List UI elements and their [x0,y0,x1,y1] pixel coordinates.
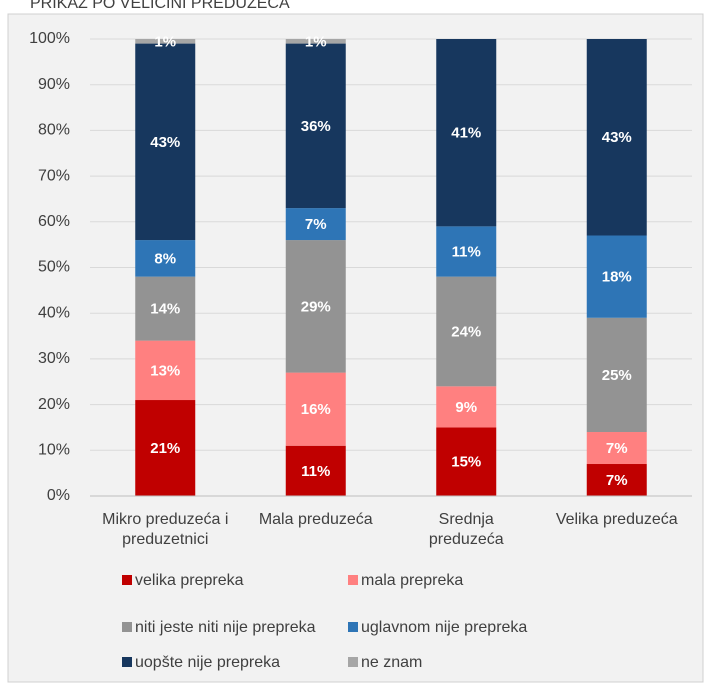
bar-segment [135,43,196,241]
data-label: 7% [305,216,327,233]
data-label: 29% [301,298,331,315]
data-label: 8% [154,250,176,267]
x-tick-label: Mikro preduzeća i preduzetnici [102,511,229,548]
legend-swatch [122,622,132,632]
bar-segment [285,445,346,496]
bar-segment [586,317,647,433]
data-label: 25% [602,367,632,384]
y-tick-label: 60% [38,213,70,230]
bar-segment [586,464,647,496]
data-label: 7% [606,440,628,457]
data-label: 41% [451,125,481,142]
legend-label: velika prepreka [135,572,244,589]
bar-segment [436,226,497,277]
data-label: 1% [305,33,327,50]
bar-segment [285,208,346,241]
legend-swatch [348,657,358,667]
y-tick-label: 20% [38,396,70,413]
legend-swatch [122,657,132,667]
chart-title: PRIKAZ PO VELIČINI PREDUZEĆA [30,0,290,12]
y-tick-label: 70% [38,167,70,184]
y-tick-label: 30% [38,350,70,367]
bar-segment [586,39,647,236]
data-label: 43% [150,134,180,151]
bar-segment [586,432,647,465]
bar-segment [586,235,647,318]
bar-segment [135,240,196,277]
data-label: 11% [452,243,481,260]
legend-label: niti jeste niti nije prepreka [135,619,316,636]
y-tick-label: 40% [38,304,70,321]
y-tick-label: 50% [38,259,70,276]
bar-segment [285,39,346,44]
legend-swatch [348,622,358,632]
y-tick-label: 90% [38,76,70,93]
y-tick-label: 0% [47,487,70,504]
legend-swatch [348,575,358,585]
y-tick-label: 10% [38,442,70,459]
bar-segment [135,276,196,341]
bar-segment [135,400,196,496]
bar-segment [436,39,497,227]
legend-label: mala prepreka [361,572,463,589]
bar-segment [436,276,497,387]
data-label: 9% [455,399,477,416]
legend-swatch [122,575,132,585]
x-tick-label: Mala preduzeća [258,511,373,528]
y-tick-label: 100% [29,30,70,47]
data-label: 36% [301,118,331,135]
data-label: 16% [301,401,331,418]
y-tick-label: 80% [38,122,70,139]
data-label: 1% [154,33,176,50]
data-label: 15% [451,454,481,471]
data-label: 43% [602,129,632,146]
data-label: 21% [150,440,180,457]
legend-label: uopšte nije prepreka [135,654,280,671]
data-label: 13% [150,362,180,379]
bar-segment [436,386,497,428]
data-label: 7% [606,472,628,489]
bar-segment [285,372,346,446]
data-label: 11% [301,463,330,480]
data-label: 18% [602,269,632,286]
bar-segment [135,39,196,44]
data-label: 14% [150,301,180,318]
legend-label: ne znam [361,654,422,671]
bar-segment [436,427,497,496]
bar-segment [135,340,196,401]
x-tick-label: Velika preduzeća [555,511,678,528]
data-label: 24% [451,323,481,340]
bar-segment [285,240,346,373]
legend-label: uglavnom nije prepreka [361,619,527,636]
bar-segment [285,43,346,209]
x-tick-label: Srednja preduzeća [428,511,504,548]
